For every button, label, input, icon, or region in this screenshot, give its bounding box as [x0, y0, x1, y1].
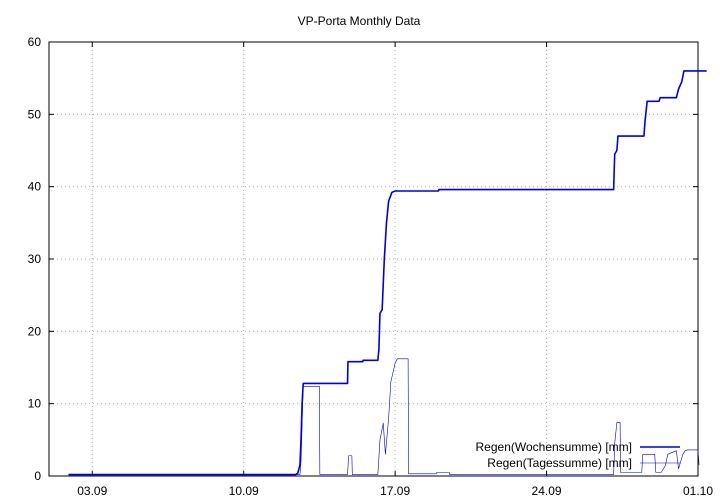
series-line-wochensumme — [68, 70, 707, 476]
y-tick-label: 30 — [28, 252, 42, 266]
y-tick-label: 20 — [28, 324, 42, 338]
x-tick-label: 03.09 — [77, 484, 107, 498]
y-tick-label: 60 — [28, 35, 42, 49]
y-tick-label: 0 — [34, 469, 41, 483]
x-tick-label: 01.10 — [683, 484, 713, 498]
axis-ticks: 0 10 20 30 40 50 60 03.09 10.09 17.09 24.09 01.10 — [28, 35, 714, 498]
legend-label-tagessumme: Regen(Tagessumme) [mm] — [487, 456, 632, 470]
x-tick-label: 10.09 — [229, 484, 259, 498]
y-tick-label: 50 — [28, 107, 42, 121]
chart-title: VP-Porta Monthly Data — [298, 14, 421, 28]
y-tick-label: 40 — [28, 180, 42, 194]
legend-label-wochensumme: Regen(Wochensumme) [mm] — [476, 440, 633, 454]
x-tick-label: 24.09 — [532, 484, 562, 498]
x-tick-label: 17.09 — [380, 484, 410, 498]
grid — [49, 42, 698, 476]
y-tick-label: 10 — [28, 397, 42, 411]
legend: Regen(Wochensumme) [mm] Regen(Tagessumme… — [476, 440, 680, 470]
series-line-tagessumme — [68, 358, 700, 475]
series-group — [68, 70, 707, 476]
